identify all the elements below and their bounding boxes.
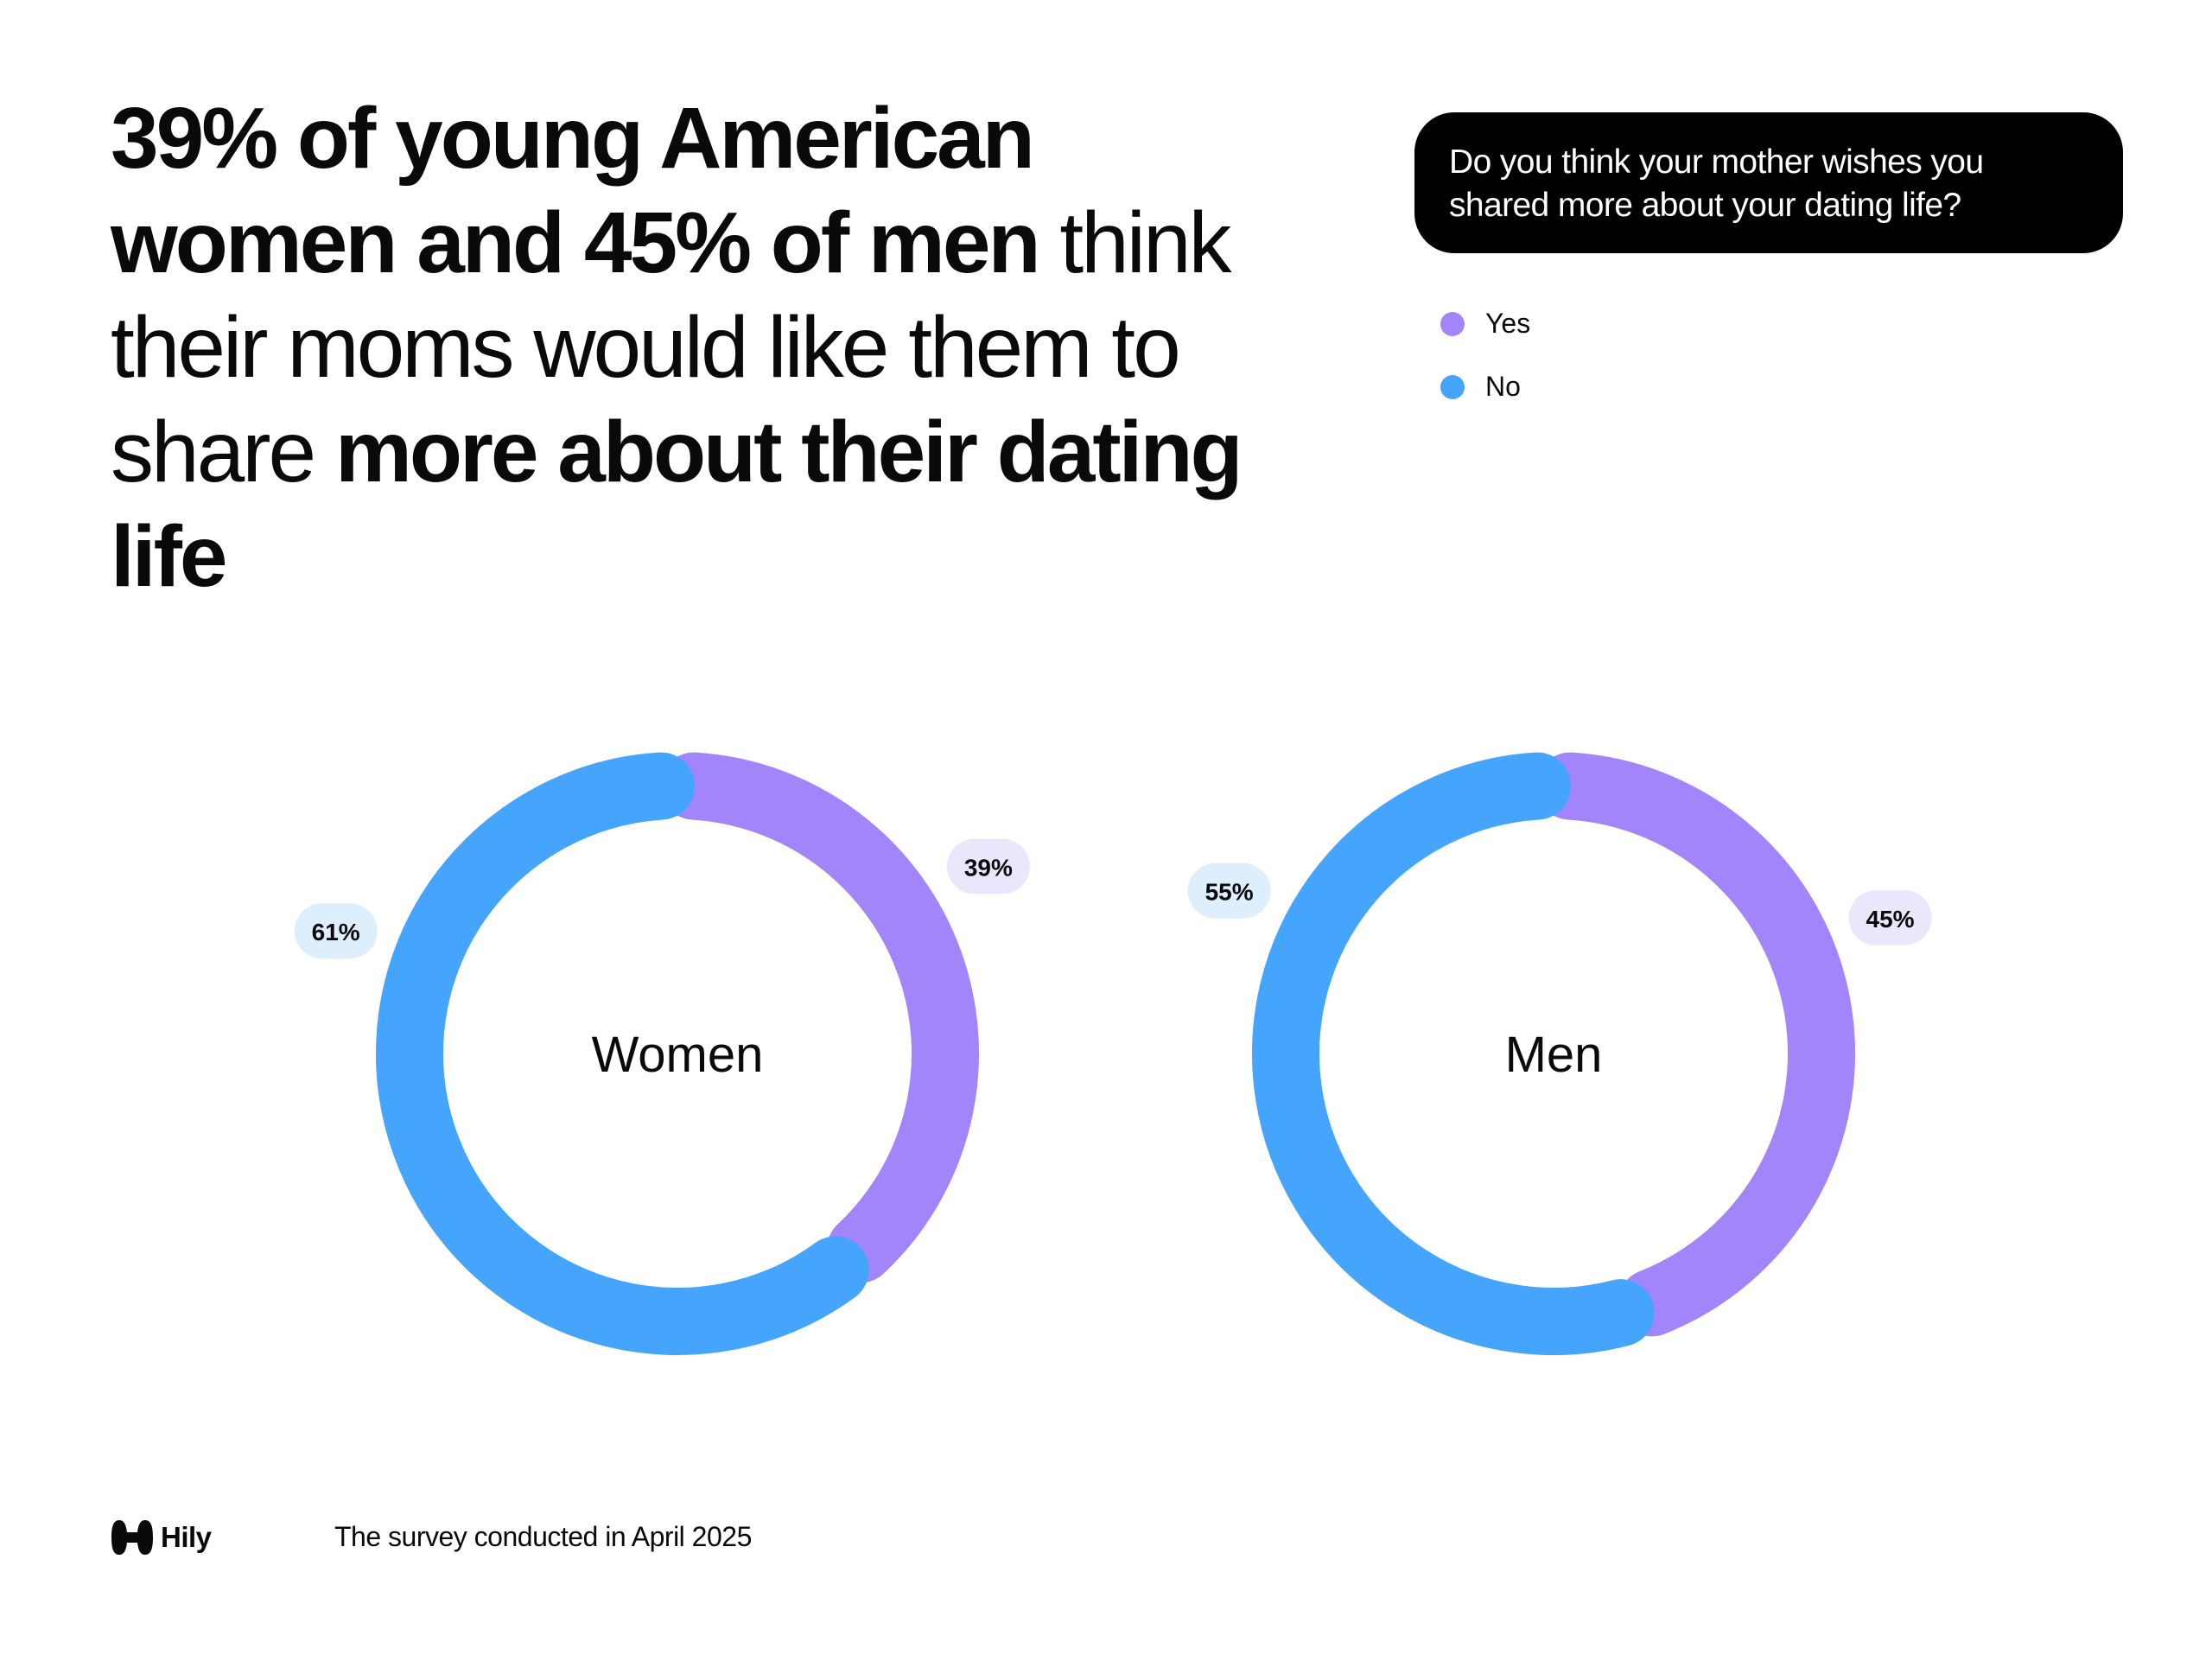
svg-text:55%: 55%	[1205, 879, 1254, 906]
women-slice-no	[376, 752, 869, 1355]
svg-text:61%: 61%	[312, 919, 360, 945]
legend: Yes No	[1440, 292, 1530, 418]
women-data-label-yes: 39%	[946, 838, 1030, 894]
headline: 39% of young American women and 45% of m…	[111, 86, 1320, 609]
brand-logo: Hily	[111, 1517, 212, 1558]
men-data-label-no: 55%	[1187, 863, 1271, 919]
men-data-label-yes: 45%	[1848, 889, 1932, 945]
women-chart-title: Women	[592, 1027, 764, 1083]
headline-part-1: 39% of young American women and 45% of m…	[111, 90, 1041, 291]
men-slice-yes	[1535, 752, 1855, 1337]
women-slice-yes	[659, 752, 979, 1283]
survey-note: The survey conducted in April 2025	[334, 1521, 752, 1552]
headline-part-2: think their moms would like them to shar…	[111, 194, 1232, 500]
legend-dot-no-icon	[1440, 374, 1465, 399]
legend-item-no: No	[1440, 355, 1530, 418]
men-chart-title: Men	[1505, 1027, 1603, 1083]
svg-text:45%: 45%	[1866, 906, 1915, 933]
question-bubble: Do you think your mother wishes you shar…	[1414, 112, 2123, 253]
headline-part-3: more about their dating life	[111, 404, 1243, 605]
legend-item-yes: Yes	[1440, 292, 1530, 355]
women-data-label-no: 61%	[294, 903, 378, 959]
svg-text:39%: 39%	[964, 854, 1013, 881]
legend-dot-yes-icon	[1440, 311, 1465, 336]
legend-label-no: No	[1485, 371, 1521, 402]
brand-name: Hily	[161, 1521, 212, 1553]
legend-label-yes: Yes	[1485, 308, 1531, 339]
hily-logo-icon	[111, 1520, 153, 1555]
men-slice-no	[1252, 752, 1655, 1355]
